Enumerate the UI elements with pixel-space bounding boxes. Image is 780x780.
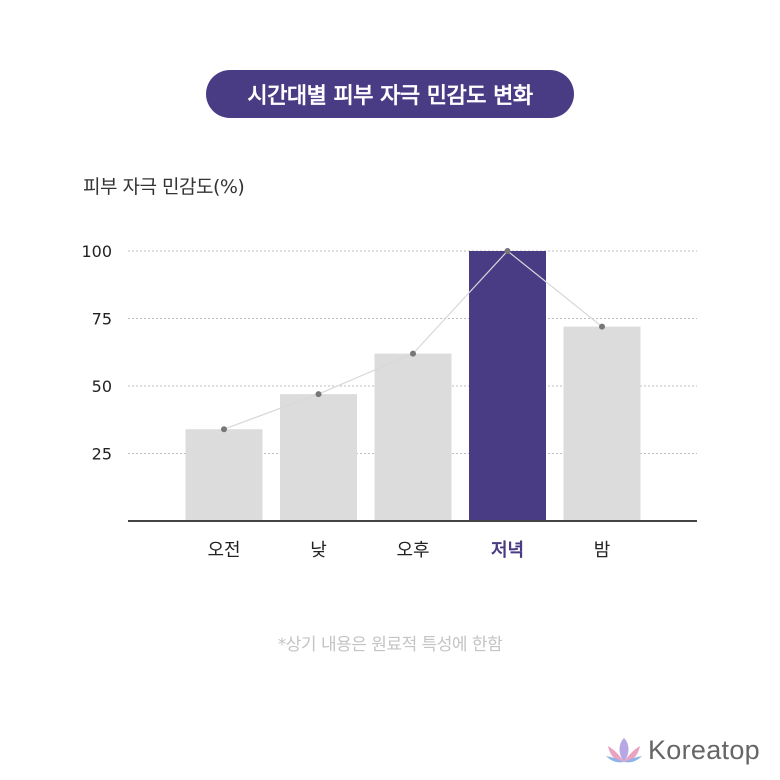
- footnote: *상기 내용은 원료적 특성에 한함: [277, 635, 503, 655]
- lotus-icon: [606, 738, 642, 763]
- data-point-2: [315, 391, 322, 398]
- data-point-4: [504, 248, 511, 254]
- x-tick-label: 낮: [310, 540, 327, 561]
- y-axis-label: 피부 자극 민감도(%): [83, 176, 245, 198]
- brand-logo: Koreatop: [604, 734, 760, 766]
- bar-5: [563, 326, 641, 521]
- data-point-5: [599, 323, 605, 330]
- x-tick-label: 저녁: [491, 540, 524, 561]
- y-tick-label: 100: [81, 242, 112, 261]
- brand-name: Koreatop: [648, 734, 760, 765]
- y-tick-label: 75: [92, 310, 112, 329]
- y-tick-label: 25: [92, 445, 112, 464]
- bar-3: [374, 353, 452, 521]
- x-tick-label: 밤: [594, 540, 611, 561]
- bar-2: [280, 394, 357, 521]
- x-tick-label: 오전: [207, 540, 240, 561]
- y-tick-label: 50: [92, 377, 112, 396]
- chart-title: 시간대별 피부 자극 민감도 변화: [206, 70, 574, 118]
- data-point-3: [410, 350, 416, 357]
- bar-1: [185, 429, 263, 521]
- data-point-1: [221, 426, 227, 433]
- x-tick-label: 오후: [396, 540, 429, 561]
- bar-4: [469, 251, 546, 521]
